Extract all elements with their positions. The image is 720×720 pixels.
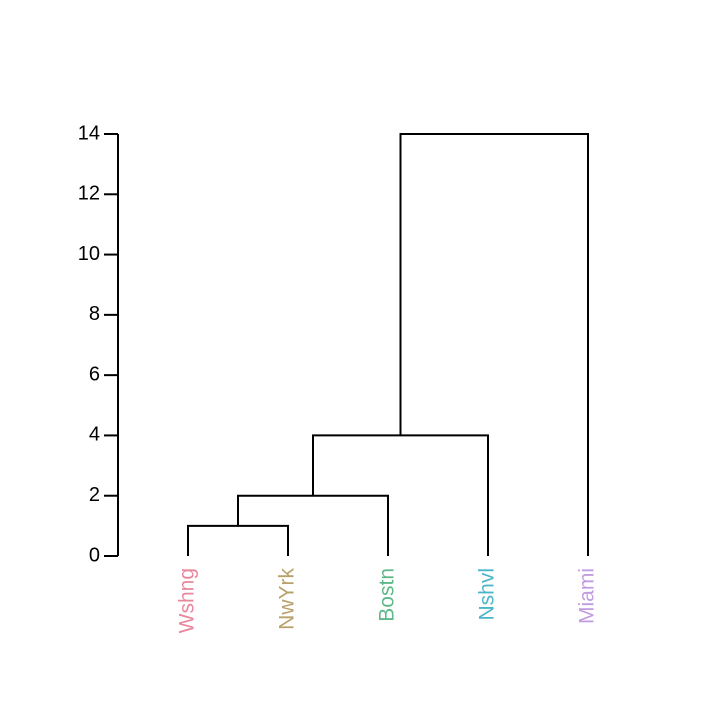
leaf-label-nwyrk: NwYrk: [276, 568, 299, 630]
leaf-label-bostn: Bostn: [376, 568, 399, 622]
y-tick-label: 14: [78, 122, 100, 144]
leaf-labels: Wshng NwYrk Bostn Nshvl Miami: [176, 568, 599, 634]
y-tick-label: 8: [89, 303, 100, 325]
dendrogram-branch: [187, 524, 289, 556]
y-tick-label: 2: [89, 484, 100, 506]
y-tick-label: 12: [78, 183, 100, 205]
y-tick-label: 6: [89, 363, 100, 385]
leaf-label-wshng: Wshng: [176, 568, 199, 633]
leaf-label-nshvl: Nshvl: [476, 568, 499, 621]
dendrogram-branch: [312, 434, 489, 556]
dendrogram-branch: [399, 133, 589, 556]
dendrogram-branches: [187, 133, 589, 556]
leaf-label-miami: Miami: [576, 568, 599, 624]
y-tick-label: 10: [78, 243, 100, 265]
y-tick-label: 4: [89, 424, 100, 446]
y-axis: 0 2 4 6 8 10 12 14: [78, 122, 119, 566]
y-tick-label: 0: [89, 544, 100, 566]
